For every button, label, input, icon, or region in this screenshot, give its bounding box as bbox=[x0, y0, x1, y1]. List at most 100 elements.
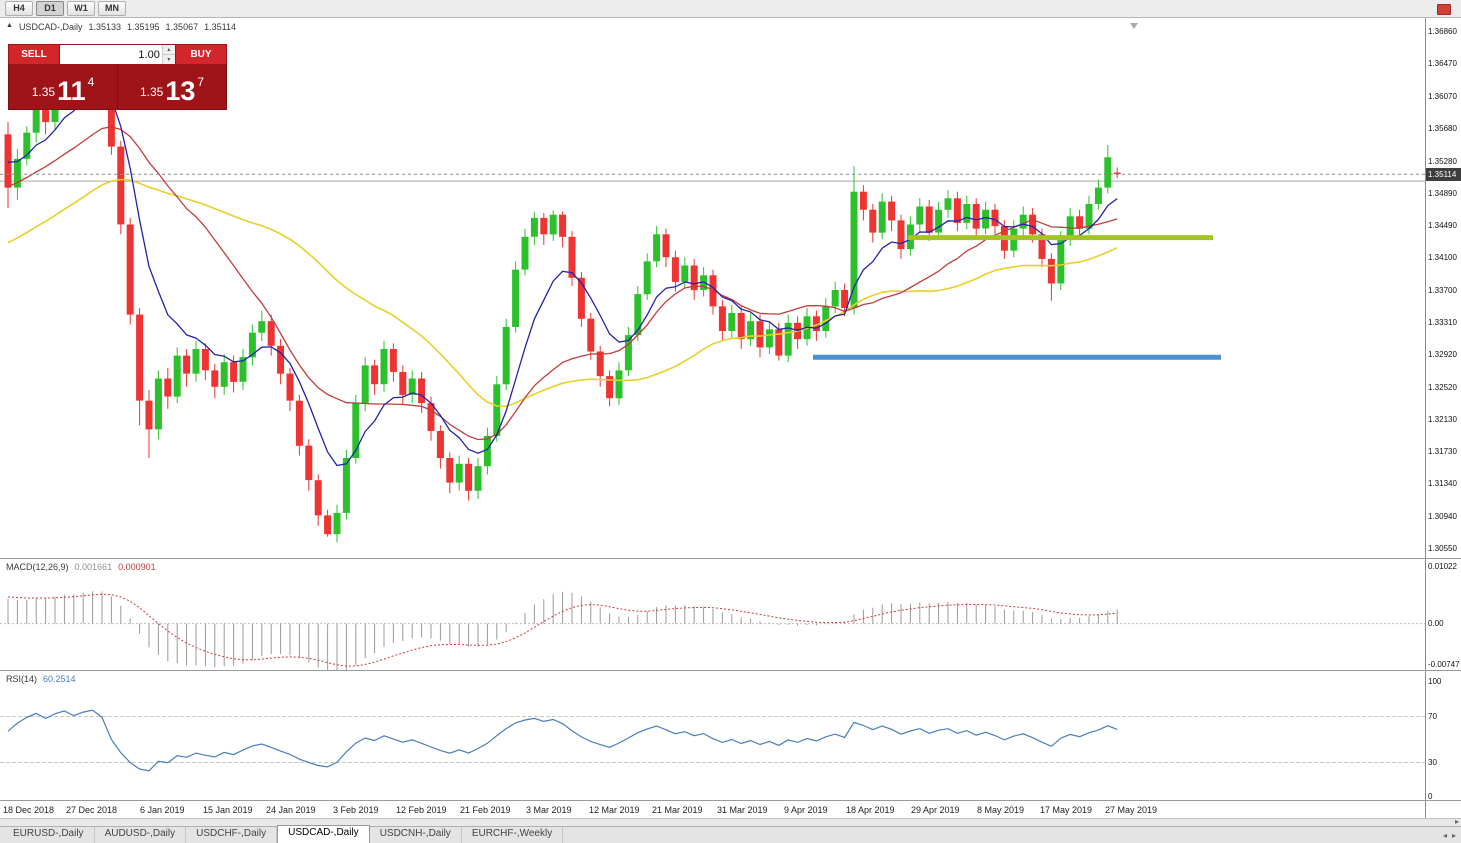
rsi-indicator-panel: RSI(14) 60.2514 100 70 30 0 bbox=[0, 670, 1461, 801]
chart-tab-usdcad[interactable]: USDCAD-,Daily bbox=[277, 825, 370, 843]
sell-button[interactable]: SELL bbox=[8, 44, 60, 65]
ohlc-open: 1.35133 bbox=[88, 22, 121, 32]
price-scale-label: 1.33310 bbox=[1428, 318, 1457, 327]
price-scale-label: 1.36070 bbox=[1428, 92, 1457, 101]
macd-main-value: 0.001661 bbox=[74, 562, 113, 572]
buy-price-point: 7 bbox=[197, 75, 205, 89]
time-axis[interactable]: 18 Dec 2018 27 Dec 2018 6 Jan 2019 15 Jan 2… bbox=[0, 800, 1461, 818]
price-scale-label: 1.33700 bbox=[1428, 286, 1457, 295]
buy-price-display[interactable]: 1.35 13 7 bbox=[117, 65, 226, 109]
macd-label: MACD(12,26,9) 0.001661 0.000901 bbox=[6, 562, 156, 572]
price-scale-label: 1.34490 bbox=[1428, 221, 1457, 230]
buy-button[interactable]: BUY bbox=[175, 44, 227, 65]
date-label: 8 May 2019 bbox=[977, 805, 1025, 815]
chart-tab-eurchf[interactable]: EURCHF-,Weekly bbox=[462, 827, 564, 843]
price-scale-label: 1.30550 bbox=[1428, 544, 1457, 553]
horizontal-scrollbar[interactable]: ▸ bbox=[0, 818, 1461, 826]
tab-scroll-left-icon[interactable]: ◂ bbox=[1442, 831, 1447, 840]
date-label: 24 Jan 2019 bbox=[266, 805, 316, 815]
timeframe-button-d1[interactable]: D1 bbox=[36, 1, 64, 16]
ohlc-close: 1.35114 bbox=[204, 22, 236, 32]
macd-scale-label: 0.01022 bbox=[1428, 562, 1457, 571]
date-label: 12 Feb 2019 bbox=[396, 805, 447, 815]
ohlc-low: 1.35067 bbox=[165, 22, 199, 32]
price-scale-label: 1.36470 bbox=[1428, 59, 1457, 68]
price-scale-label: 1.31340 bbox=[1428, 479, 1457, 488]
macd-indicator-panel: MACD(12,26,9) 0.001661 0.000901 0.01022 0… bbox=[0, 558, 1461, 670]
main-chart-panel: ▲ USDCAD-,Daily 1.35133 1.35195 1.35067 … bbox=[0, 18, 1461, 558]
volume-input[interactable] bbox=[60, 45, 162, 64]
rsi-scale-label: 70 bbox=[1428, 712, 1437, 721]
date-label: 3 Feb 2019 bbox=[333, 805, 379, 815]
current-price-badge: 1.35114 bbox=[1426, 168, 1461, 181]
volume-down-button[interactable]: ▾ bbox=[162, 55, 175, 64]
volume-up-button[interactable]: ▴ bbox=[162, 45, 175, 55]
volume-spinner: ▴ ▾ bbox=[161, 45, 175, 64]
rsi-scale-label: 0 bbox=[1428, 792, 1433, 801]
timeframe-button-mn[interactable]: MN bbox=[98, 1, 126, 16]
timeframe-button-h4[interactable]: H4 bbox=[5, 1, 33, 16]
rsi-chart-canvas[interactable] bbox=[0, 672, 1425, 800]
macd-chart-canvas[interactable] bbox=[0, 560, 1425, 670]
price-scale-label: 1.32130 bbox=[1428, 415, 1457, 424]
chevron-up-icon: ▴ bbox=[167, 46, 171, 53]
tick-up-icon: ▲ bbox=[6, 22, 13, 29]
price-scale-label: 1.32920 bbox=[1428, 350, 1457, 359]
chart-shift-marker-icon[interactable] bbox=[1130, 23, 1138, 29]
date-label: 29 Apr 2019 bbox=[911, 805, 960, 815]
date-label: 18 Apr 2019 bbox=[846, 805, 895, 815]
date-label: 18 Dec 2018 bbox=[3, 805, 55, 815]
price-scale[interactable]: 1.35114 1.36860 1.36470 1.36070 1.35680 1.35… bbox=[1425, 18, 1461, 558]
chart-tabs-bar: EURUSD-,Daily AUDUSD-,Daily USDCHF-,Daily U… bbox=[0, 825, 1461, 843]
chart-tab-audusd[interactable]: AUDUSD-,Daily bbox=[95, 827, 187, 843]
chart-tab-eurusd[interactable]: EURUSD-,Daily bbox=[3, 827, 95, 843]
volume-box: ▴ ▾ bbox=[60, 44, 175, 65]
price-scale-label: 1.34100 bbox=[1428, 253, 1457, 262]
chart-red-icon[interactable] bbox=[1437, 4, 1451, 15]
rsi-name: RSI(14) bbox=[6, 674, 38, 684]
timeframe-button-w1[interactable]: W1 bbox=[67, 1, 95, 16]
price-scale-label: 1.32520 bbox=[1428, 383, 1457, 392]
main-chart-canvas[interactable] bbox=[0, 18, 1425, 558]
rsi-scale-label: 100 bbox=[1428, 677, 1442, 686]
sell-price-display[interactable]: 1.35 11 4 bbox=[9, 65, 117, 109]
macd-scale-label: -0.00747 bbox=[1428, 660, 1460, 669]
rsi-label: RSI(14) 60.2514 bbox=[6, 674, 76, 684]
rsi-scale[interactable]: 100 70 30 0 bbox=[1425, 671, 1461, 801]
price-scale-label: 1.35280 bbox=[1428, 157, 1457, 166]
chart-tab-usdcnh[interactable]: USDCNH-,Daily bbox=[370, 827, 462, 843]
timeframe-toolbar: H4 D1 W1 MN bbox=[0, 0, 1461, 18]
tab-scroll-right-icon[interactable]: ▸ bbox=[1451, 831, 1456, 840]
macd-scale-label: 0.00 bbox=[1428, 619, 1444, 628]
date-label: 17 May 2019 bbox=[1040, 805, 1093, 815]
rsi-scale-label: 30 bbox=[1428, 758, 1437, 767]
buy-price-base: 1.35 bbox=[139, 85, 164, 99]
macd-scale[interactable]: 0.01022 0.00 -0.00747 bbox=[1425, 559, 1461, 670]
chart-tab-usdchf[interactable]: USDCHF-,Daily bbox=[186, 827, 278, 843]
date-label: 9 Apr 2019 bbox=[784, 805, 828, 815]
date-label: 12 Mar 2019 bbox=[589, 805, 640, 815]
date-label: 6 Jan 2019 bbox=[140, 805, 185, 815]
time-axis-corner bbox=[1425, 801, 1461, 818]
price-scale-label: 1.36860 bbox=[1428, 27, 1457, 36]
timeframe-buttons: H4 D1 W1 MN bbox=[5, 1, 126, 16]
chart-info-line: ▲ USDCAD-,Daily 1.35133 1.35195 1.35067 … bbox=[6, 22, 236, 32]
tab-scroll-arrows: ◂ ▸ bbox=[1443, 831, 1456, 840]
scroll-right-icon[interactable]: ▸ bbox=[1454, 817, 1459, 826]
price-scale-label: 1.31730 bbox=[1428, 447, 1457, 456]
date-label: 3 Mar 2019 bbox=[526, 805, 572, 815]
macd-name: MACD(12,26,9) bbox=[6, 562, 69, 572]
sell-price-pips: 11 bbox=[57, 76, 86, 106]
chevron-down-icon: ▾ bbox=[167, 56, 171, 63]
sell-price-point: 4 bbox=[87, 75, 95, 89]
date-label: 21 Mar 2019 bbox=[652, 805, 703, 815]
price-scale-label: 1.34890 bbox=[1428, 189, 1457, 198]
date-label: 21 Feb 2019 bbox=[460, 805, 511, 815]
price-scale-label: 1.35680 bbox=[1428, 124, 1457, 133]
date-label: 31 Mar 2019 bbox=[717, 805, 768, 815]
date-label: 15 Jan 2019 bbox=[203, 805, 253, 815]
date-label: 27 May 2019 bbox=[1105, 805, 1158, 815]
sell-price-base: 1.35 bbox=[31, 85, 56, 99]
macd-signal-value: 0.000901 bbox=[118, 562, 156, 572]
buy-price-pips: 13 bbox=[165, 76, 196, 106]
